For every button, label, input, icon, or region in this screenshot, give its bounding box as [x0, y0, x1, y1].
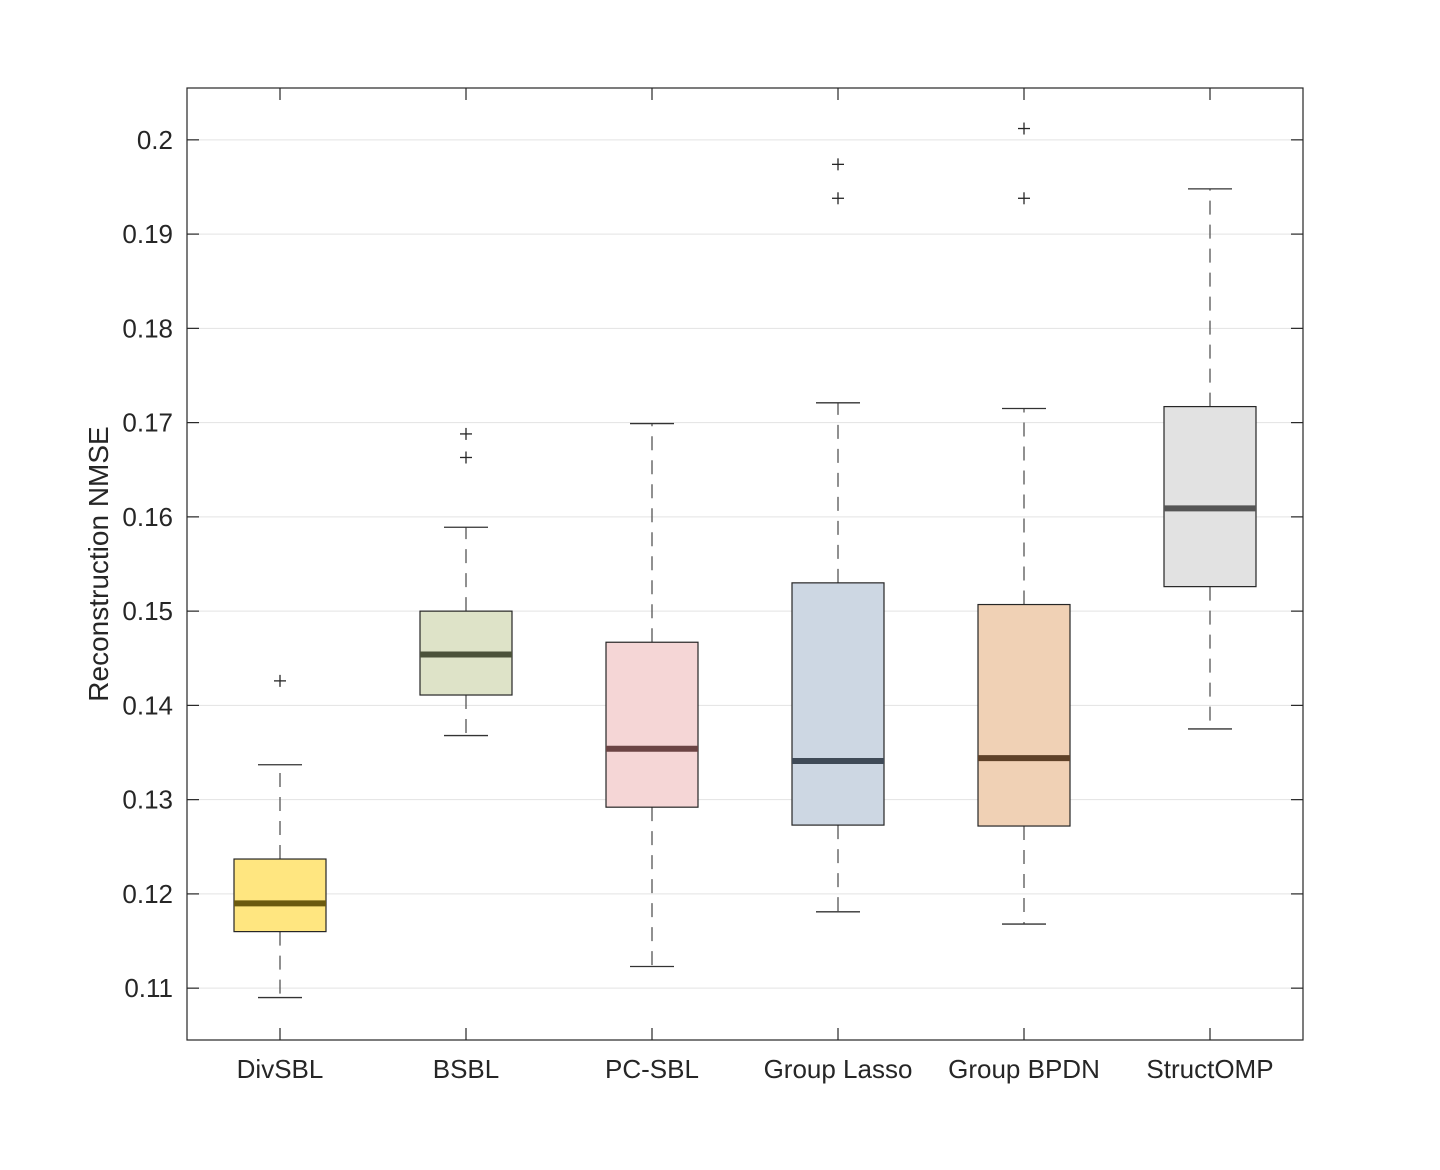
y-tick-label: 0.19 [122, 219, 173, 249]
x-tick-label: Group Lasso [764, 1054, 913, 1084]
y-axis-title: Reconstruction NMSE [83, 426, 114, 701]
box-structomp [1163, 188, 1257, 730]
outlier-marker [832, 192, 844, 205]
y-tick-label: 0.15 [122, 596, 173, 626]
x-tick-label: BSBL [433, 1054, 500, 1084]
x-tick-label: Group BPDN [948, 1054, 1100, 1084]
box-body [977, 603, 1071, 827]
boxes [233, 122, 1257, 999]
box-body [1163, 405, 1257, 588]
box-body [233, 858, 327, 933]
outlier-marker [1018, 122, 1030, 135]
box-body [605, 641, 699, 808]
y-tick-label: 0.16 [122, 502, 173, 532]
box-pc-sbl [605, 422, 699, 968]
plot-area [187, 88, 1303, 1040]
outlier-marker [460, 427, 472, 440]
axis-ticks [187, 88, 1303, 1040]
outlier-marker [274, 674, 286, 687]
y-tick-label: 0.12 [122, 879, 173, 909]
y-tick-label: 0.18 [122, 313, 173, 343]
tick-labels: 0.11 0.12 0.13 0.14 0.15 0.16 0.17 0.18 0.19 0.2 D… [122, 125, 1273, 1084]
box-bsbl [419, 427, 513, 737]
box-body [791, 582, 885, 826]
y-tick-label: 0.2 [137, 125, 173, 155]
outlier-marker [1018, 192, 1030, 205]
x-tick-label: StructOMP [1146, 1054, 1273, 1084]
grid-lines [187, 139, 1303, 989]
y-tick-label: 0.17 [122, 408, 173, 438]
y-tick-label: 0.13 [122, 785, 173, 815]
y-tick-label: 0.11 [124, 973, 173, 1003]
x-tick-label: DivSBL [237, 1054, 324, 1084]
outlier-marker [460, 451, 472, 464]
box-group-lasso [791, 158, 885, 913]
box-group-bpdn [977, 122, 1071, 925]
x-tick-label: PC-SBL [605, 1054, 699, 1084]
box-divsbl [233, 674, 327, 999]
plot-frame [186, 87, 1304, 1041]
y-tick-label: 0.14 [122, 690, 173, 720]
outlier-marker [832, 158, 844, 171]
